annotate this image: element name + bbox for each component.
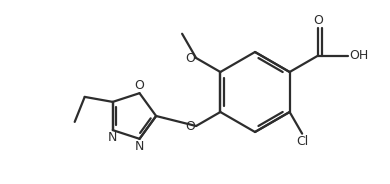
Text: N: N (108, 131, 117, 144)
Text: N: N (135, 140, 144, 153)
Text: O: O (313, 13, 323, 26)
Text: O: O (135, 79, 144, 92)
Text: O: O (185, 119, 195, 132)
Text: Cl: Cl (296, 135, 308, 148)
Text: OH: OH (349, 49, 369, 62)
Text: O: O (185, 52, 195, 65)
